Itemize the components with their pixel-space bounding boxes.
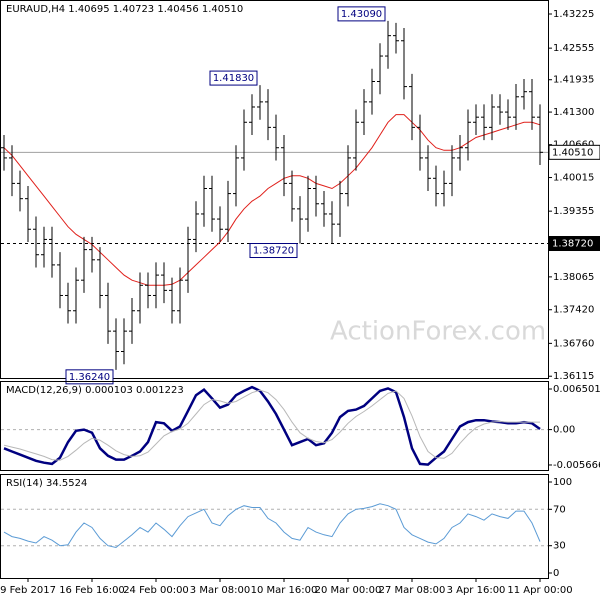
indicator-line [3, 503, 541, 549]
y-tick-label: 1.42555 [553, 43, 594, 54]
panel-frame [0, 381, 549, 471]
x-tick-label: 9 Feb 2017 [0, 585, 56, 596]
panel-frame [0, 0, 549, 379]
indicator-line [3, 385, 541, 466]
y-tick-label: 1.41300 [553, 107, 594, 118]
moving-average [3, 114, 541, 286]
price-box-label: 1.40510 [552, 147, 593, 158]
annotation-label: 1.43090 [341, 9, 382, 20]
y-tick-label: 1.37420 [553, 305, 594, 316]
x-tick-label: 3 Mar 08:00 [190, 585, 250, 596]
annotation-box [65, 369, 114, 385]
y-tick-label: 0 [553, 568, 559, 579]
y-tick-label: 1.38065 [553, 272, 594, 283]
panel-title: MACD(12,26,9) 0.000103 0.001223 [6, 385, 184, 396]
price-box [548, 144, 600, 160]
y-tick-label: 1.40015 [553, 173, 594, 184]
indicator-line [3, 389, 540, 461]
y-tick-label: 1.39355 [553, 206, 594, 217]
x-tick-label: 27 Mar 08:00 [379, 585, 446, 596]
price-box [548, 236, 600, 252]
y-tick-label: 1.41935 [553, 75, 594, 86]
y-tick-label: 70 [553, 504, 566, 515]
x-tick-label: 16 Feb 16:00 [59, 585, 125, 596]
x-tick-label: 11 Apr 00:00 [507, 585, 572, 596]
annotation-label: 1.36240 [69, 372, 110, 383]
y-tick-label: 1.36115 [553, 371, 594, 382]
panel-title: EURAUD,H4 1.40695 1.40723 1.40456 1.4051… [6, 4, 243, 15]
x-tick-label: 20 Mar 00:00 [315, 585, 382, 596]
panel-frame [0, 474, 549, 579]
x-tick-label: 3 Apr 16:00 [447, 585, 506, 596]
y-tick-label: 1.43225 [553, 9, 594, 20]
x-tick-label: 24 Feb 00:00 [123, 585, 189, 596]
price-box-label: 1.38720 [552, 239, 593, 250]
y-tick-label: 100 [553, 477, 572, 488]
annotation-box [209, 70, 258, 86]
y-tick-label: -0.005666 [553, 460, 600, 471]
annotation-box [249, 243, 298, 259]
watermark: ActionForex.com [330, 317, 546, 347]
annotation-label: 1.41830 [213, 73, 254, 84]
y-tick-label: 30 [553, 541, 566, 552]
annotation-box [337, 6, 386, 22]
y-tick-label: 0.006501 [553, 384, 600, 395]
y-tick-label: 1.36760 [553, 338, 594, 349]
x-tick-label: 10 Mar 16:00 [251, 585, 318, 596]
panel-title: RSI(14) 34.5524 [6, 478, 87, 489]
y-tick-label: 0.00 [553, 425, 575, 436]
annotation-label: 1.38720 [253, 246, 294, 257]
